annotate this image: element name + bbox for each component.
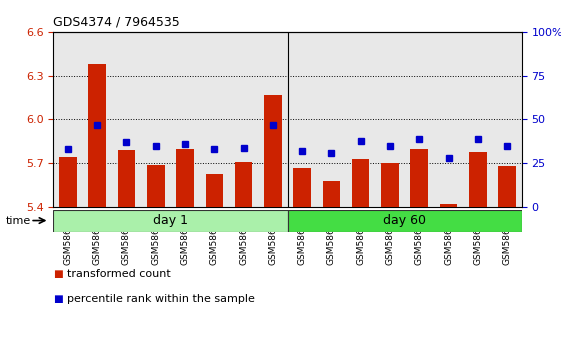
Bar bbox=[205, 173, 223, 207]
Bar bbox=[59, 158, 77, 207]
Bar bbox=[235, 162, 252, 207]
Text: percentile rank within the sample: percentile rank within the sample bbox=[67, 294, 255, 304]
Bar bbox=[89, 64, 106, 207]
Bar bbox=[411, 149, 428, 207]
Bar bbox=[264, 95, 282, 207]
Text: GDS4374 / 7964535: GDS4374 / 7964535 bbox=[53, 16, 180, 29]
Bar bbox=[147, 165, 164, 207]
Bar bbox=[323, 181, 340, 207]
Bar bbox=[293, 168, 311, 207]
Bar bbox=[381, 163, 399, 207]
Bar bbox=[469, 152, 486, 207]
Text: ■: ■ bbox=[53, 294, 63, 304]
Bar bbox=[440, 204, 457, 207]
Bar bbox=[498, 166, 516, 207]
Text: day 60: day 60 bbox=[383, 215, 426, 227]
Text: transformed count: transformed count bbox=[67, 269, 171, 279]
Text: time: time bbox=[6, 216, 31, 226]
Bar bbox=[118, 150, 135, 207]
Bar bbox=[176, 149, 194, 207]
Text: day 1: day 1 bbox=[153, 215, 188, 227]
Bar bbox=[352, 159, 370, 207]
Bar bbox=[53, 210, 287, 232]
Bar bbox=[287, 210, 522, 232]
Text: ■: ■ bbox=[53, 269, 63, 279]
